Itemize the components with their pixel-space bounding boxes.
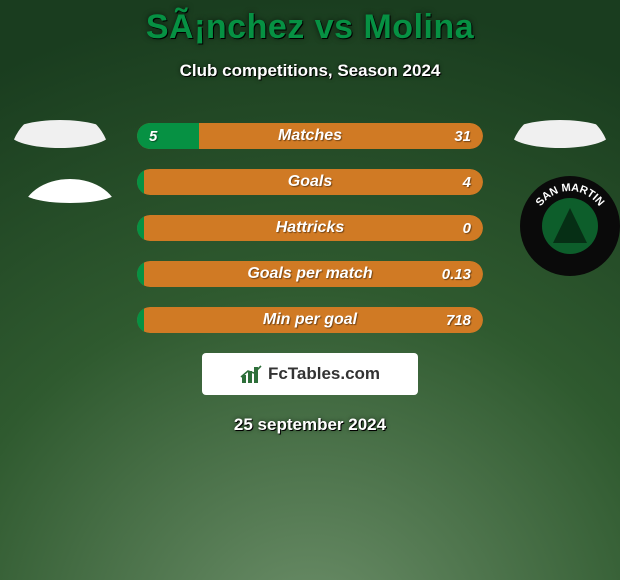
bar-label: Goals per match <box>137 261 483 287</box>
page-title: SÃ¡nchez vs Molina <box>0 8 620 47</box>
stat-row: Min per goal718 <box>137 307 483 333</box>
chart-icon <box>240 363 262 385</box>
subtitle: Club competitions, Season 2024 <box>0 61 620 81</box>
date-label: 25 september 2024 <box>0 415 620 435</box>
stats-block: SAN MARTIN 5Matches31 Goals4 Hattricks0 Goa… <box>0 123 620 435</box>
bar-label: Goals <box>137 169 483 195</box>
brand-label: FcTables.com <box>268 364 380 384</box>
bar-value-right: 0 <box>463 215 471 241</box>
bar-value-right: 31 <box>454 123 471 149</box>
stat-row: Goals per match0.13 <box>137 261 483 287</box>
bar-label: Matches <box>137 123 483 149</box>
bar-value-right: 718 <box>446 307 471 333</box>
stat-row: Goals4 <box>137 169 483 195</box>
stat-row: 5Matches31 <box>137 123 483 149</box>
brand-box[interactable]: FcTables.com <box>202 353 418 395</box>
club-right-badge: SAN MARTIN <box>519 175 620 277</box>
stat-row: Hattricks0 <box>137 215 483 241</box>
club-left-badge <box>22 179 118 249</box>
bar-value-right: 4 <box>463 169 471 195</box>
bar-label: Min per goal <box>137 307 483 333</box>
stat-bars: 5Matches31 Goals4 Hattricks0 Goals per matc… <box>137 123 483 333</box>
bar-label: Hattricks <box>137 215 483 241</box>
bar-value-right: 0.13 <box>442 261 471 287</box>
